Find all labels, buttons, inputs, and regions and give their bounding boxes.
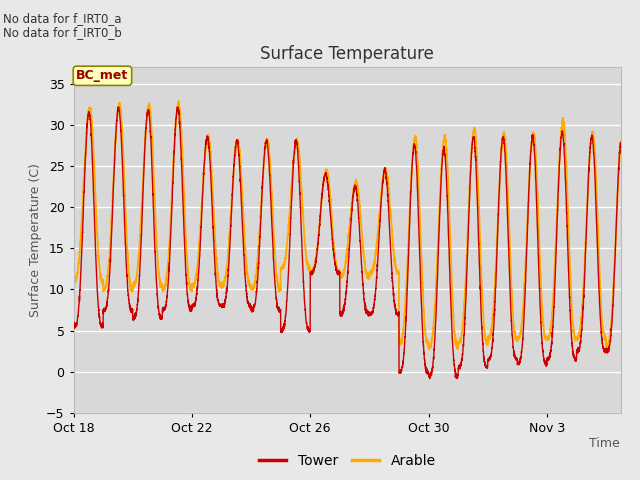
Y-axis label: Surface Temperature (C): Surface Temperature (C)	[29, 163, 42, 317]
Title: Surface Temperature: Surface Temperature	[260, 45, 434, 63]
Text: No data for f_IRT0_a: No data for f_IRT0_a	[3, 12, 122, 24]
Text: BC_met: BC_met	[76, 69, 129, 82]
X-axis label: Time: Time	[589, 437, 620, 450]
Legend: Tower, Arable: Tower, Arable	[253, 448, 441, 473]
Text: No data for f_IRT0_b: No data for f_IRT0_b	[3, 26, 122, 39]
